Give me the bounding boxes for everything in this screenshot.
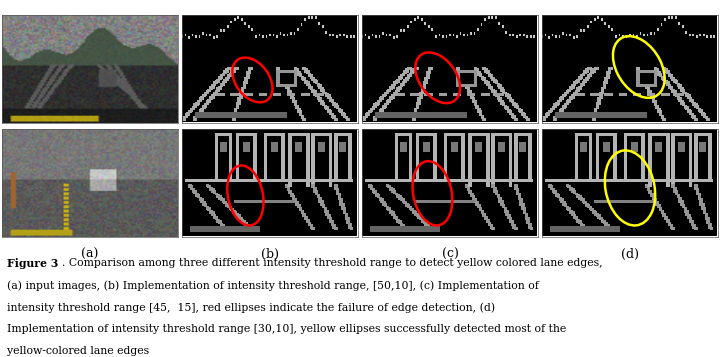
Text: intensity threshold range [45,  15], red ellipses indicate the failure of edge d: intensity threshold range [45, 15], red … bbox=[7, 302, 495, 313]
Text: . Comparison among three different intensity threshold range to detect yellow co: . Comparison among three different inten… bbox=[62, 258, 603, 268]
Text: yellow-colored lane edges: yellow-colored lane edges bbox=[7, 346, 149, 356]
Text: (d): (d) bbox=[621, 248, 639, 261]
Text: (a) input images, (b) Implementation of intensity threshold range, [50,10], (c) : (a) input images, (b) Implementation of … bbox=[7, 280, 539, 291]
Text: (b): (b) bbox=[261, 248, 279, 261]
Text: (a): (a) bbox=[81, 248, 99, 261]
Text: Implementation of intensity threshold range [30,10], yellow ellipses successfull: Implementation of intensity threshold ra… bbox=[7, 324, 567, 334]
Text: (c): (c) bbox=[441, 248, 459, 261]
Text: Figure 3: Figure 3 bbox=[7, 258, 58, 269]
